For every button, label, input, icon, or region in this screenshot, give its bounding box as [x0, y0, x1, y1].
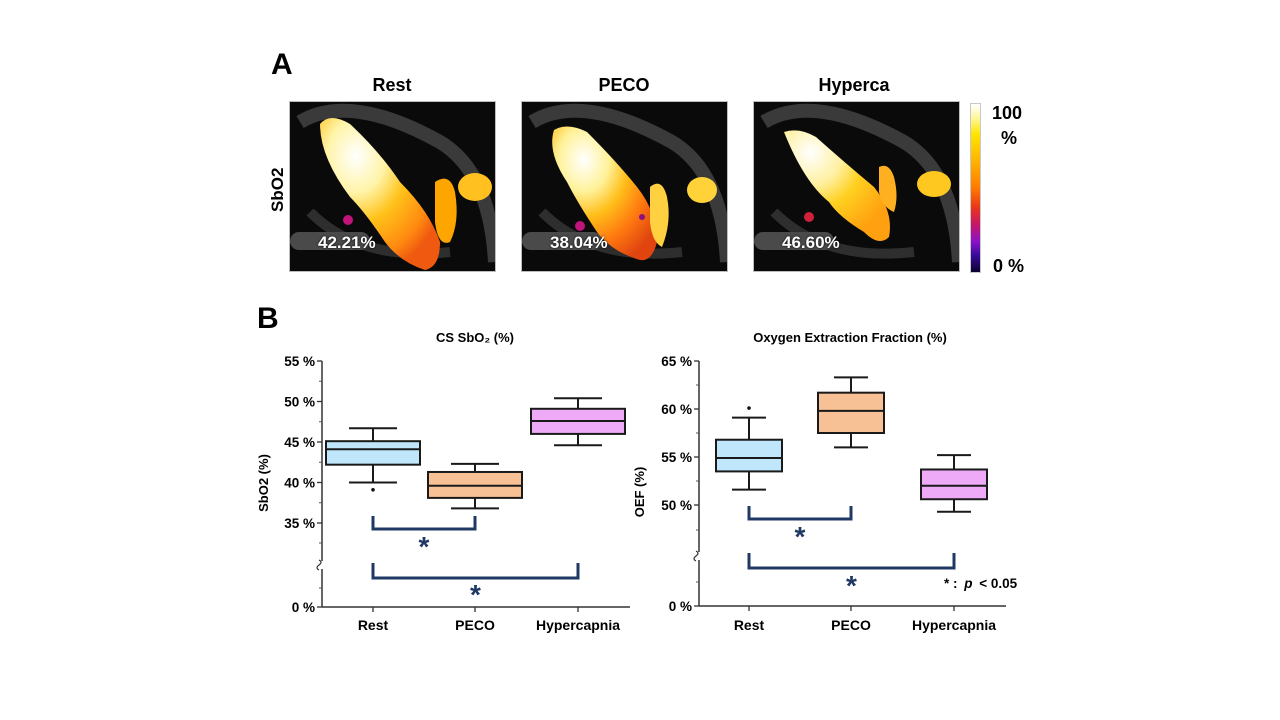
- colorbar-max-label: 100: [992, 103, 1023, 123]
- x-category-label: Hypercapnia: [912, 617, 996, 633]
- significance-bracket: [747, 506, 853, 521]
- mri-hyperca-drawing: [754, 103, 959, 263]
- significance-note: * : p < 0.05: [944, 576, 1018, 591]
- box-iqr: [325, 440, 421, 466]
- significance-bracket: [747, 553, 956, 570]
- mri-image-rest: 42.21%: [289, 101, 496, 272]
- mri-peco-drawing: [522, 103, 727, 263]
- image-title-hyperca: Hyperca: [818, 75, 890, 95]
- box-iqr: [817, 391, 885, 434]
- chart-oef: 0 % 50 % 55 % 60 % 65 % Rest PECO Hypercapnia * *: [661, 354, 1006, 633]
- sbo2-value-hyperca: 46.60%: [782, 233, 840, 252]
- box-peco: [427, 462, 523, 510]
- y-axis-title-sbo2: SbO2 (%): [256, 454, 271, 512]
- significance-star: *: [470, 579, 481, 610]
- y-tick-label: 55 %: [284, 354, 315, 369]
- colorbar-max-unit: %: [1001, 128, 1018, 148]
- sbo2-value-peco: 38.04%: [550, 233, 608, 252]
- colorbar: [970, 103, 981, 273]
- axis-break-mark: [693, 550, 699, 562]
- y-tick-label: 0 %: [669, 599, 692, 614]
- mri-rest-drawing: [290, 103, 495, 270]
- y-tick-label: 50 %: [284, 395, 315, 410]
- significance-star: *: [419, 531, 430, 562]
- y-tick-label: 45 %: [284, 435, 315, 450]
- mri-image-peco: 38.04%: [521, 101, 728, 272]
- y-axis-title-oef: OEF (%): [632, 467, 647, 518]
- colorbar-min-label: 0 %: [993, 256, 1025, 276]
- chart-title-sbo2: CS SbO₂ (%): [436, 330, 514, 345]
- box-iqr: [920, 468, 988, 501]
- y-tick-label: 50 %: [661, 498, 692, 513]
- box-hypercapnia: [530, 397, 626, 447]
- image-title-peco: PECO: [598, 75, 650, 95]
- outlier-point: [747, 406, 751, 410]
- box-peco: [817, 376, 885, 449]
- significance-star: *: [846, 570, 857, 601]
- y-tick-label: 40 %: [284, 476, 315, 491]
- x-category-label: Rest: [358, 617, 389, 633]
- mri-image-hyperca: 46.60%: [753, 101, 960, 272]
- panel-a-letter: A: [271, 48, 293, 81]
- significance-bracket: [371, 516, 477, 531]
- image-title-rest: Rest: [372, 75, 412, 95]
- outlier-point: [371, 487, 375, 492]
- panel-b-letter: B: [257, 302, 279, 335]
- box-rest: [715, 406, 783, 491]
- box-hypercapnia: [920, 454, 988, 513]
- chart-sbo2: 0 % 35 % 40 % 45 % 50 % 55 % Rest PECO Hypercapn…: [284, 354, 630, 633]
- significance-bracket: [371, 563, 580, 580]
- x-category-label: PECO: [831, 617, 871, 633]
- x-category-label: Rest: [734, 617, 765, 633]
- box-rest: [325, 427, 421, 492]
- y-tick-label: 60 %: [661, 402, 692, 417]
- x-category-label: PECO: [455, 617, 495, 633]
- y-tick-label: 55 %: [661, 450, 692, 465]
- axis-break-mark: [316, 559, 322, 571]
- y-tick-label: 65 %: [661, 354, 692, 369]
- note-star: * :: [944, 576, 958, 591]
- note-threshold: < 0.05: [979, 576, 1017, 591]
- sbo2-value-rest: 42.21%: [318, 233, 376, 252]
- box-iqr: [715, 438, 783, 473]
- y-tick-label: 35 %: [284, 516, 315, 531]
- chart-title-oef: Oxygen Extraction Fraction (%): [753, 330, 947, 345]
- y-tick-label: 0 %: [292, 600, 315, 615]
- note-p: p: [963, 576, 972, 591]
- x-category-label: Hypercapnia: [536, 617, 620, 633]
- significance-star: *: [795, 521, 806, 552]
